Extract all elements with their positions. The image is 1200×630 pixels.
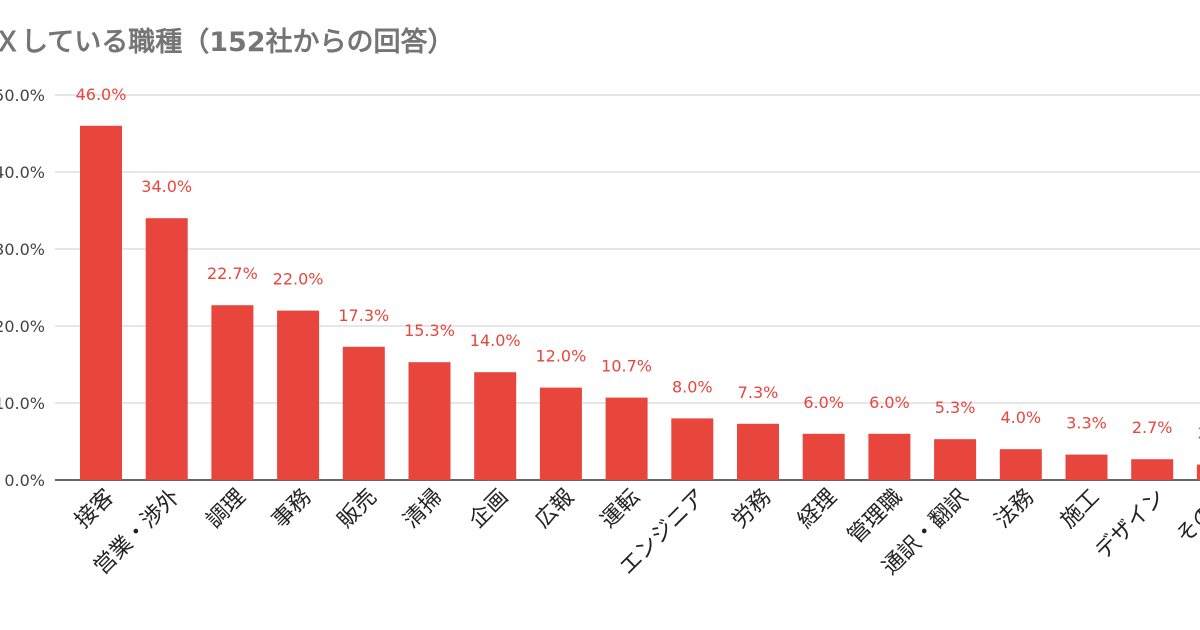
data-label: 17.3%	[338, 306, 389, 325]
x-tick-label: 施工	[1056, 485, 1105, 534]
bar	[1196, 464, 1200, 480]
data-label: 12.0%	[535, 347, 586, 366]
data-label: 4.0%	[1000, 408, 1041, 427]
data-label: 34.0%	[141, 177, 192, 196]
bar	[539, 387, 582, 480]
data-label: 5.3%	[935, 398, 976, 417]
x-tick-label: その他	[1172, 485, 1200, 549]
x-tick-label: 労務	[727, 485, 776, 534]
x-tick-label: 広報	[530, 485, 579, 534]
bar	[1131, 459, 1174, 480]
data-label: 2.7%	[1132, 418, 1173, 437]
x-tick-label: 清掃	[399, 485, 448, 534]
data-label: 10.7%	[601, 357, 652, 376]
bar	[145, 218, 188, 480]
y-tick-label: 30.0%	[0, 240, 45, 259]
x-tick-label: 販売	[333, 485, 382, 534]
data-label: 22.0%	[273, 270, 324, 289]
x-tick-label: 企画	[465, 485, 514, 534]
y-tick-label: 50.0%	[0, 86, 45, 105]
x-tick-label: 調理	[202, 485, 251, 534]
data-label: 8.0%	[672, 377, 713, 396]
data-label: 6.0%	[803, 393, 844, 412]
data-label: 3.3%	[1066, 414, 1107, 433]
data-label: 15.3%	[404, 321, 455, 340]
y-tick-label: 20.0%	[0, 317, 45, 336]
x-tick-label: デザイン	[1091, 485, 1171, 565]
chart-title: Ｘしている職種（152社からの回答）	[0, 27, 455, 58]
x-tick-label: 事務	[268, 485, 317, 534]
y-tick-label: 10.0%	[0, 394, 45, 413]
bar	[671, 418, 714, 480]
bar	[474, 372, 517, 480]
bar	[408, 362, 451, 480]
bar	[934, 439, 977, 480]
data-label: 14.0%	[470, 331, 521, 350]
x-tick-label: 経理	[793, 485, 842, 534]
x-tick-label: 接客	[70, 485, 119, 534]
x-tick-label: 法務	[990, 485, 1039, 534]
bar	[211, 305, 254, 480]
bar	[342, 346, 385, 480]
bar	[802, 433, 845, 480]
data-label: 7.3%	[738, 383, 779, 402]
bar	[1065, 454, 1108, 480]
x-tick-label: 管理職	[843, 485, 907, 549]
data-label: 6.0%	[869, 393, 910, 412]
bar	[605, 397, 648, 480]
bar	[999, 449, 1042, 480]
data-label: 22.7%	[207, 264, 258, 283]
bar	[868, 433, 911, 480]
data-label: 46.0%	[76, 85, 127, 104]
data-label: 2.0%	[1198, 424, 1200, 443]
y-tick-label: 40.0%	[0, 163, 45, 182]
bar	[737, 423, 779, 480]
bar	[277, 310, 320, 480]
x-tick-label: 運転	[596, 485, 645, 534]
y-tick-label: 0.0%	[4, 471, 45, 490]
bar	[80, 125, 122, 481]
